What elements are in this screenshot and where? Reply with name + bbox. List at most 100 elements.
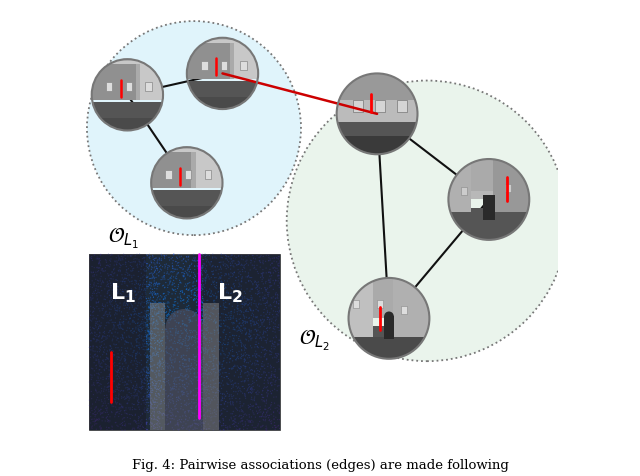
Point bbox=[232, 423, 243, 430]
Point bbox=[200, 251, 210, 258]
Point bbox=[273, 304, 284, 312]
Point bbox=[252, 350, 262, 358]
Point bbox=[98, 399, 108, 407]
Point bbox=[144, 263, 154, 271]
Point bbox=[172, 266, 182, 274]
Point bbox=[143, 297, 153, 305]
Point bbox=[257, 321, 267, 329]
Point bbox=[224, 309, 234, 317]
Point bbox=[188, 365, 198, 373]
Point bbox=[139, 312, 149, 320]
Point bbox=[148, 387, 158, 395]
Point bbox=[102, 383, 113, 391]
Point bbox=[237, 347, 247, 355]
Point bbox=[111, 388, 121, 396]
Point bbox=[106, 343, 116, 351]
Point bbox=[93, 375, 103, 382]
Point bbox=[243, 301, 253, 309]
Point bbox=[134, 406, 145, 413]
Point bbox=[150, 322, 161, 330]
Point bbox=[149, 283, 159, 290]
Point bbox=[137, 344, 147, 352]
Point bbox=[180, 356, 190, 364]
Point bbox=[84, 268, 95, 276]
Point bbox=[250, 314, 260, 321]
Point bbox=[153, 349, 163, 357]
Point bbox=[104, 424, 115, 432]
Point bbox=[132, 363, 142, 370]
Point bbox=[244, 383, 255, 391]
Point bbox=[92, 357, 102, 364]
Point bbox=[134, 339, 144, 347]
Point bbox=[140, 397, 150, 405]
Point bbox=[258, 331, 268, 339]
Point bbox=[141, 340, 151, 348]
Point bbox=[208, 268, 218, 275]
Point bbox=[250, 426, 260, 434]
Point bbox=[273, 300, 284, 308]
Point bbox=[154, 336, 164, 343]
Point bbox=[181, 352, 191, 360]
Point bbox=[253, 281, 264, 289]
Point bbox=[196, 381, 206, 388]
Point bbox=[181, 322, 191, 330]
Point bbox=[128, 349, 138, 357]
Point bbox=[181, 315, 191, 322]
Point bbox=[198, 320, 208, 327]
Point bbox=[189, 278, 199, 286]
Point bbox=[225, 262, 236, 270]
Point bbox=[198, 405, 209, 413]
Point bbox=[170, 374, 180, 382]
Point bbox=[93, 299, 104, 307]
Point bbox=[196, 377, 206, 384]
Point bbox=[148, 335, 158, 343]
Point bbox=[141, 418, 152, 426]
Point bbox=[164, 392, 174, 400]
Point bbox=[113, 369, 123, 377]
Point bbox=[127, 400, 138, 408]
Point bbox=[149, 352, 159, 359]
Point bbox=[147, 264, 157, 272]
Point bbox=[198, 386, 208, 393]
Point bbox=[228, 353, 238, 360]
Point bbox=[246, 344, 257, 352]
Point bbox=[144, 393, 154, 401]
Point bbox=[147, 304, 157, 312]
Point bbox=[140, 340, 150, 348]
Point bbox=[182, 347, 192, 355]
Point bbox=[111, 368, 122, 376]
Point bbox=[256, 408, 266, 416]
Point bbox=[252, 331, 262, 338]
Point bbox=[141, 338, 152, 346]
Point bbox=[164, 254, 174, 262]
Point bbox=[216, 259, 226, 267]
Point bbox=[143, 383, 154, 390]
Point bbox=[203, 394, 213, 402]
Point bbox=[93, 267, 104, 275]
Point bbox=[189, 269, 199, 277]
Point bbox=[102, 416, 113, 424]
Point bbox=[166, 331, 176, 339]
Point bbox=[200, 311, 211, 319]
Point bbox=[118, 278, 128, 286]
Point bbox=[240, 357, 250, 364]
Point bbox=[269, 364, 279, 372]
Point bbox=[173, 330, 184, 337]
Point bbox=[127, 371, 138, 379]
Point bbox=[197, 384, 207, 391]
Point bbox=[152, 393, 162, 401]
Point bbox=[107, 369, 117, 377]
Point bbox=[234, 335, 244, 343]
Point bbox=[245, 401, 255, 408]
Point bbox=[127, 326, 138, 333]
Point bbox=[148, 294, 159, 301]
Point bbox=[148, 367, 158, 375]
Point bbox=[223, 314, 233, 321]
Point bbox=[145, 330, 155, 337]
Point bbox=[198, 346, 208, 353]
Point bbox=[150, 335, 160, 342]
Point bbox=[266, 337, 276, 345]
Point bbox=[249, 262, 259, 269]
Point bbox=[84, 378, 95, 386]
Point bbox=[235, 268, 245, 276]
